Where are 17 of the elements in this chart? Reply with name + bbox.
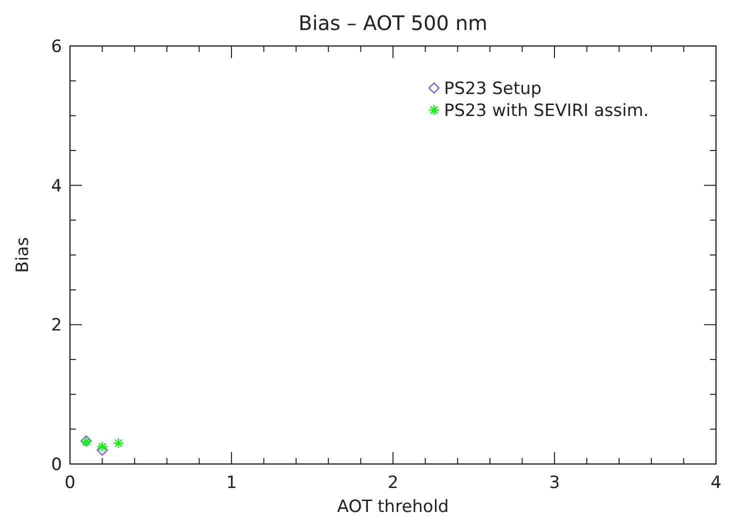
x-tick-label: 1 <box>226 473 237 493</box>
x-tick-label: 4 <box>710 473 722 493</box>
x-tick-label: 0 <box>64 473 76 493</box>
point <box>112 437 124 449</box>
x-tick-label: 3 <box>549 473 560 493</box>
y-tick-label: 2 <box>51 316 62 336</box>
x-tick-label: 2 <box>388 473 398 493</box>
y-axis-title: Bias <box>13 237 33 273</box>
legend-label: PS23 Setup <box>444 79 542 99</box>
legend-label: PS23 with SEVIRI assim. <box>444 101 649 121</box>
point <box>96 444 108 456</box>
chart-title: Bias – AOT 500 nm <box>298 11 488 35</box>
y-tick-label: 6 <box>51 37 62 57</box>
y-tick-label: 0 <box>51 455 62 475</box>
point <box>96 440 108 452</box>
x-axis-title: AOT threhold <box>337 497 449 517</box>
y-tick-label: 4 <box>51 176 62 196</box>
